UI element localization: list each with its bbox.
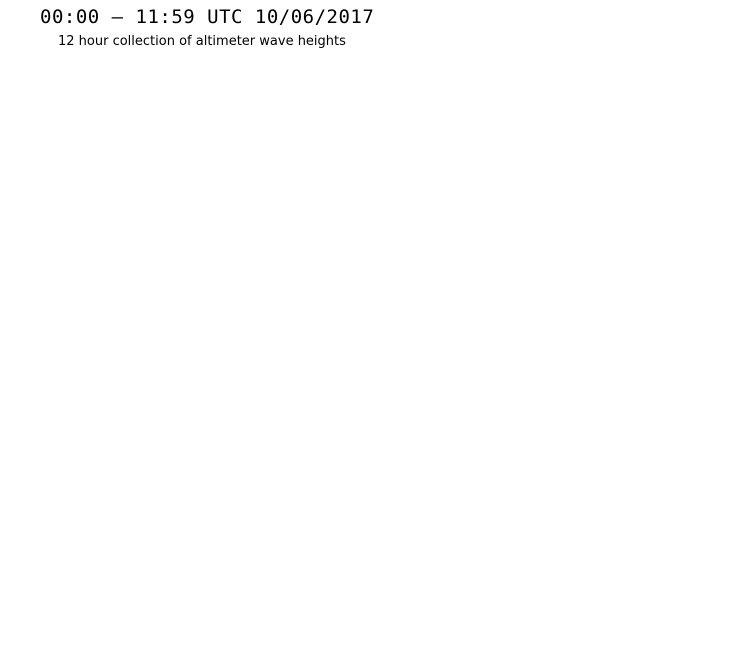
map-title: 00:00 – 11:59 UTC 10/06/2017: [40, 6, 375, 28]
map-subtitle: 12 hour collection of altimeter wave hei…: [58, 34, 346, 49]
